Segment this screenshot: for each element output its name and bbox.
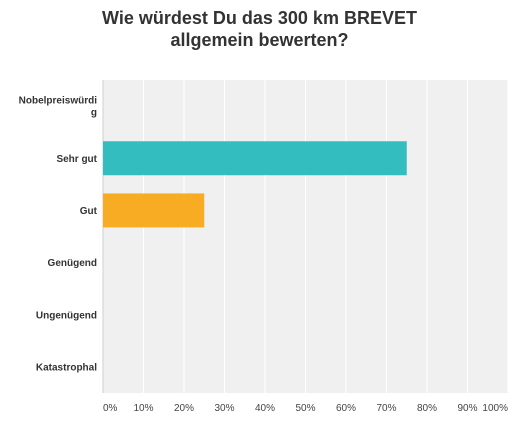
x-tick-label: 0% — [103, 403, 118, 414]
x-tick-label: 100% — [482, 403, 508, 414]
category-label: Genügend — [48, 258, 97, 269]
x-tick-label: 10% — [133, 403, 153, 414]
x-tick-label: 30% — [214, 403, 234, 414]
x-tick-label: 20% — [174, 403, 194, 414]
bar[interactable] — [103, 193, 205, 228]
x-tick-label: 80% — [417, 403, 437, 414]
category-label: Ungenügend — [36, 310, 97, 321]
bar[interactable] — [103, 141, 407, 176]
x-tick-label: 50% — [295, 403, 315, 414]
category-label: g — [91, 108, 97, 119]
chart-title-line-2: allgemein bewerten? — [170, 30, 349, 50]
category-label: Sehr gut — [56, 154, 97, 165]
category-label: Katastrophal — [36, 362, 97, 373]
x-tick-label: 40% — [255, 403, 275, 414]
x-tick-label: 90% — [457, 403, 477, 414]
category-label: Nobelpreiswürdi — [19, 96, 98, 107]
x-tick-label: 60% — [336, 403, 356, 414]
category-label: Gut — [80, 206, 98, 217]
x-tick-label: 70% — [376, 403, 396, 414]
chart-title-line-1: Wie würdest Du das 300 km BREVET — [102, 8, 417, 28]
chart-title: Wie würdest Du das 300 km BREVET allgeme… — [0, 7, 519, 51]
